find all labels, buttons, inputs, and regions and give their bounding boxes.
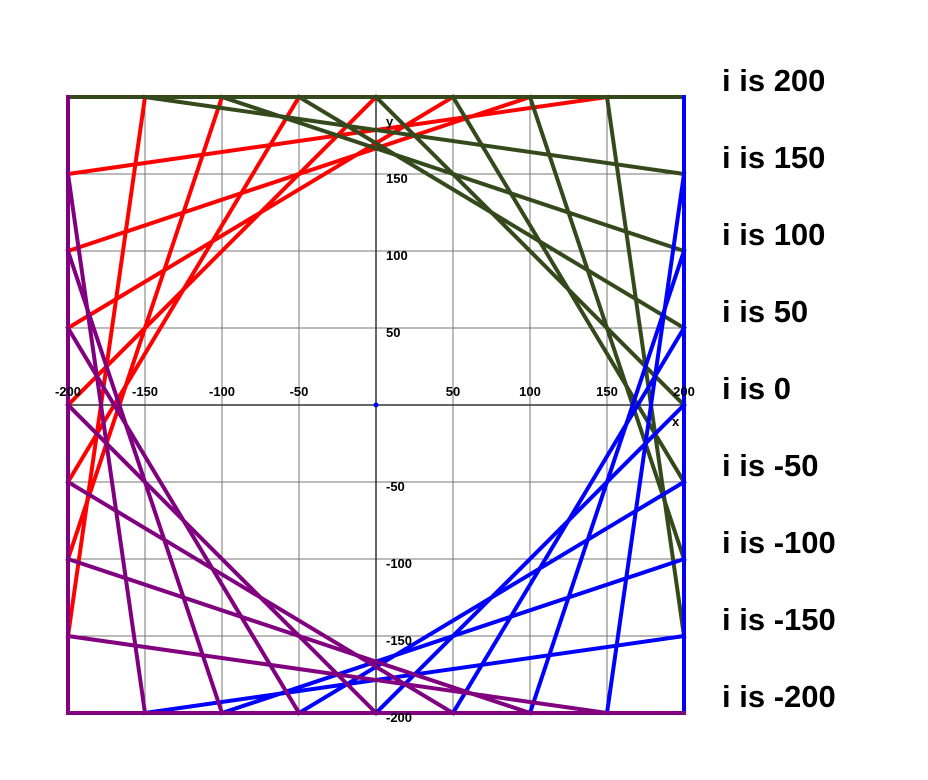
lines bbox=[65, 94, 687, 716]
string-line bbox=[142, 94, 687, 177]
y-tick-label: 150 bbox=[386, 171, 408, 186]
string-line bbox=[296, 94, 687, 331]
string-line bbox=[373, 94, 687, 408]
string-line bbox=[65, 94, 379, 408]
annotation: i is -50 bbox=[722, 448, 819, 483]
string-line bbox=[65, 325, 302, 716]
string-line bbox=[65, 171, 148, 716]
y-tick-label: 100 bbox=[386, 248, 408, 263]
annotation: i is -200 bbox=[722, 679, 836, 714]
string-line bbox=[296, 479, 687, 716]
y-tick-label: -100 bbox=[386, 556, 412, 571]
annotation: i is 100 bbox=[722, 217, 825, 252]
annotation: i is 50 bbox=[722, 294, 808, 329]
annotation: i is -100 bbox=[722, 525, 836, 560]
annotation: i is -150 bbox=[722, 602, 836, 637]
y-axis-label: y bbox=[386, 114, 394, 129]
labels: x y -200 -150 -100 -50 50 100 150 200 -200 -150 -1… bbox=[55, 63, 836, 725]
y-tick-label: -50 bbox=[386, 479, 405, 494]
origin-dot bbox=[373, 402, 379, 408]
annotation: i is 0 bbox=[722, 371, 791, 406]
string-line bbox=[65, 248, 225, 716]
x-tick-label: 100 bbox=[519, 384, 541, 399]
x-tick-label: 200 bbox=[673, 384, 695, 399]
string-line bbox=[219, 556, 687, 716]
string-line bbox=[65, 94, 302, 485]
x-axis-label: x bbox=[672, 414, 680, 429]
y-tick-label: -200 bbox=[386, 710, 412, 725]
annotation: i is 200 bbox=[722, 63, 825, 98]
string-line bbox=[65, 402, 379, 716]
annotation: i is 150 bbox=[722, 140, 825, 175]
x-tick-label: 50 bbox=[446, 384, 460, 399]
y-tick-label: -150 bbox=[386, 633, 412, 648]
x-tick-label: -100 bbox=[209, 384, 235, 399]
string-line bbox=[219, 94, 687, 254]
x-tick-label: -50 bbox=[290, 384, 309, 399]
x-tick-label: -150 bbox=[132, 384, 158, 399]
x-tick-label: -200 bbox=[55, 384, 81, 399]
string-line bbox=[373, 402, 687, 716]
y-tick-label: 50 bbox=[386, 325, 400, 340]
string-line bbox=[65, 94, 225, 562]
x-tick-label: 150 bbox=[596, 384, 618, 399]
